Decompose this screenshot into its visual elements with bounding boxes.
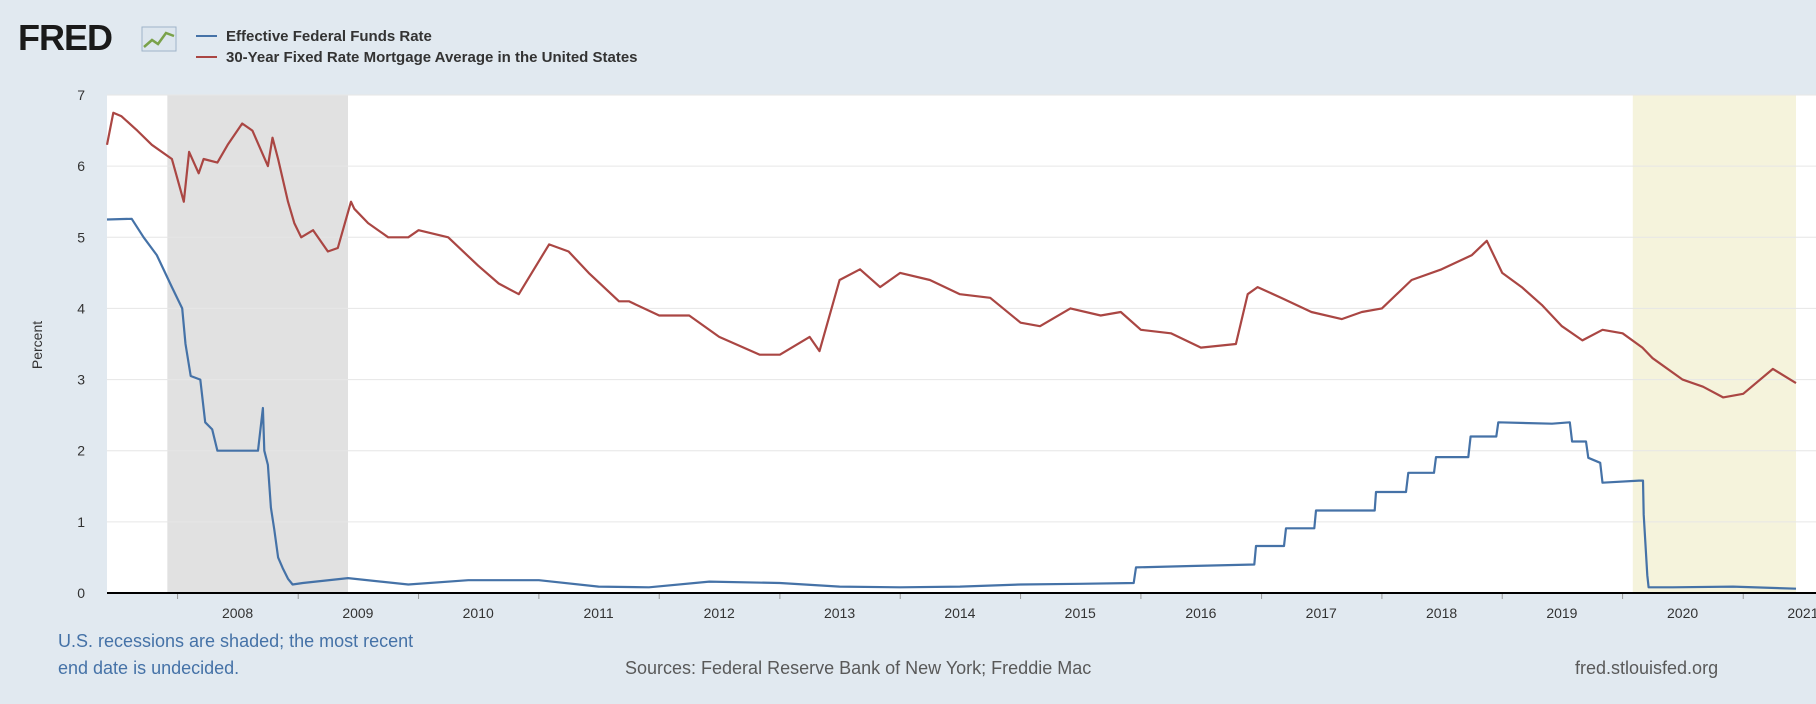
x-tick-label: 2013	[824, 605, 855, 621]
y-tick-label: 4	[77, 300, 85, 316]
site-url[interactable]: fred.stlouisfed.org	[1575, 658, 1718, 678]
x-tick-label: 2016	[1185, 605, 1216, 621]
series-line-fedfunds	[106, 217, 1797, 590]
y-axis-tick-labels: 0 1 2 3 4 5 6 7	[77, 87, 85, 601]
sources-note: Sources: Federal Reserve Bank of New Yor…	[625, 658, 1091, 678]
x-tick-label: 2014	[944, 605, 975, 621]
series-lines	[105, 111, 1797, 590]
recession-note-line1: U.S. recessions are shaded; the most rec…	[58, 631, 413, 651]
recession-shading	[167, 95, 1796, 593]
recession-band-1	[167, 95, 349, 593]
x-axis-tick-labels: 2008 2009 2010 2011 2012 2013 2014 2015 2016 2017…	[177, 593, 1816, 621]
recession-band-2	[1632, 95, 1796, 593]
fred-logo-text: FRED	[18, 17, 112, 58]
y-tick-label: 7	[77, 87, 85, 103]
fred-logo-chart-icon	[141, 26, 177, 52]
x-tick-label: 2010	[463, 605, 494, 621]
x-tick-label: 2012	[704, 605, 735, 621]
y-tick-label: 5	[77, 229, 85, 245]
recession-note-line2: end date is undecided.	[58, 658, 239, 678]
fred-logo[interactable]: FRED	[18, 17, 177, 58]
x-tick-label: 2015	[1065, 605, 1096, 621]
plot-area	[107, 95, 1816, 593]
y-axis-label: Percent	[29, 321, 45, 369]
x-tick-label: 2011	[584, 605, 614, 621]
series-line-mortgage	[105, 111, 1797, 399]
y-tick-label: 3	[77, 372, 85, 388]
x-tick-label: 2009	[342, 605, 373, 621]
y-tick-label: 6	[77, 158, 85, 174]
y-tick-label: 1	[77, 514, 85, 530]
y-tick-label: 0	[77, 585, 85, 601]
x-tick-label: 2008	[222, 605, 253, 621]
x-tick-label: 2020	[1667, 605, 1698, 621]
x-tick-label: 2017	[1306, 605, 1337, 621]
legend-label-mortgage: 30-Year Fixed Rate Mortgage Average in t…	[226, 49, 638, 66]
x-tick-label: 2021	[1787, 605, 1816, 621]
x-tick-label: 2018	[1426, 605, 1457, 621]
x-tick-label: 2019	[1546, 605, 1577, 621]
y-tick-label: 2	[77, 443, 85, 459]
legend: Effective Federal Funds Rate 30-Year Fix…	[196, 28, 638, 66]
legend-label-fedfunds: Effective Federal Funds Rate	[226, 28, 432, 45]
